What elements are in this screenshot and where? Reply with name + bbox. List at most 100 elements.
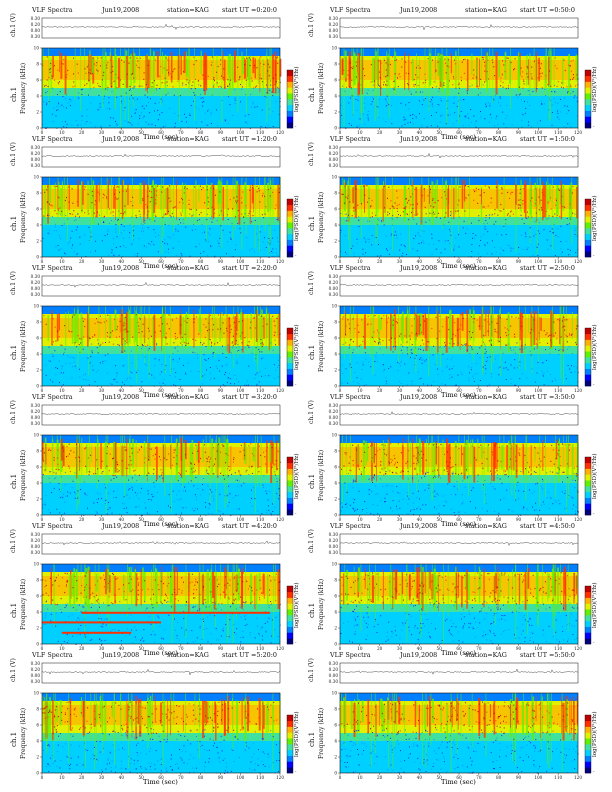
spectrogram-noise	[200, 342, 202, 344]
spectrogram-noise	[455, 384, 457, 386]
spectrogram-hot-pixel	[439, 330, 441, 332]
spectrogram-hot-pixel	[391, 461, 392, 463]
spectrogram-streak	[57, 443, 59, 472]
spectrogram-noise	[91, 350, 93, 352]
spectrogram-hot-pixel	[206, 457, 208, 459]
spectrogram-noise	[395, 346, 397, 347]
spectrogram-hot-pixel	[122, 324, 124, 326]
spectrogram-noise	[155, 236, 157, 238]
spectrogram-hot-pixel	[55, 468, 57, 470]
spectrogram-noise	[353, 381, 355, 383]
spectrogram-panel: VLF Spectra Jun19,2008 station=KAG start UT…	[306, 135, 606, 270]
spectrogram-noise	[111, 220, 112, 221]
spectrogram-noise	[159, 382, 161, 384]
spectrogram-streak	[176, 179, 177, 220]
spectrogram-hot-pixel	[538, 332, 540, 334]
spectrogram-hot-pixel	[500, 210, 502, 212]
spectrogram-noise	[444, 500, 446, 502]
spectrogram-hot-pixel	[460, 76, 462, 79]
spectrogram-hot-pixel	[72, 316, 73, 318]
spectrogram-noise	[172, 490, 174, 492]
spectrogram-hot-pixel	[108, 443, 110, 445]
spectrogram-hot-pixel	[480, 444, 482, 446]
spectrogram-noise	[189, 255, 191, 257]
spectrogram-noise	[407, 495, 409, 497]
spectrogram-hot-pixel	[530, 474, 532, 476]
spectrogram-streak	[60, 438, 63, 461]
spectrogram-noise	[109, 508, 111, 510]
spectrogram-hot-pixel	[243, 216, 244, 218]
spectrogram-hot-pixel	[411, 211, 412, 214]
x-tick-label: 110	[256, 259, 264, 263]
spectrogram-noise	[480, 239, 481, 241]
spectrogram-noise	[533, 235, 535, 237]
y-tick-label: 2	[36, 497, 39, 502]
spectrogram-hot-pixel	[211, 343, 212, 345]
spectrogram-hot-pixel	[526, 211, 528, 213]
spectrogram-noise	[576, 97, 578, 99]
spectrogram-hot-pixel	[227, 468, 229, 470]
spectrogram-noise	[141, 106, 143, 108]
spectrogram-hot-pixel	[387, 317, 389, 319]
spectrogram-noise	[75, 229, 77, 231]
spectrogram-hot-pixel	[528, 471, 530, 473]
spectrogram-burst	[120, 48, 121, 128]
spectrogram-noise	[555, 379, 557, 381]
spectrogram-hot-pixel	[455, 464, 457, 466]
spectrogram-hot-pixel	[441, 197, 443, 199]
spectrogram-noise	[549, 231, 551, 232]
x-tick-label: 120	[276, 388, 284, 392]
spectrogram-noise	[262, 241, 264, 243]
spectrogram-streak	[476, 60, 478, 86]
spectrogram-hot-pixel	[165, 57, 167, 59]
spectrogram-noise	[453, 343, 455, 345]
spectrogram-hot-pixel	[204, 336, 206, 339]
panel-header: VLF Spectra Jun19,2008 station=KAG start UT…	[32, 135, 302, 144]
spectrogram-streak	[575, 54, 578, 81]
spectrogram-streak	[135, 310, 137, 341]
spectrogram-streak	[105, 52, 107, 93]
spectrogram-noise	[504, 361, 506, 363]
spectrogram-noise	[355, 509, 357, 511]
station-label: station=KAG	[167, 6, 209, 14]
colorbar-segment	[287, 345, 293, 352]
spectrogram-hot-pixel	[125, 449, 127, 451]
spectrogram-burst	[128, 306, 129, 375]
spectrogram-burst	[537, 306, 539, 362]
spectrogram-noise	[400, 349, 402, 351]
spectrogram-noise	[143, 108, 145, 110]
spectrogram-hot-pixel	[527, 67, 529, 69]
spectrogram-hot-pixel	[429, 191, 431, 193]
spectrogram-hot-pixel	[409, 335, 411, 337]
spectrogram-noise	[469, 501, 471, 503]
spectrogram-hot-pixel	[489, 187, 490, 189]
spectrogram-burst	[173, 177, 174, 232]
spectrogram-noise	[490, 96, 492, 98]
spectrogram-hot-pixel	[486, 458, 488, 460]
spectrogram-hot-pixel	[46, 189, 48, 191]
spectrogram-streak	[426, 439, 427, 473]
spectrogram-hot-pixel	[551, 341, 553, 343]
spectrogram-streak	[248, 56, 250, 87]
spectrogram-hot-pixel	[48, 76, 50, 79]
spectrogram-noise	[354, 255, 356, 257]
spectrogram-noise	[163, 379, 165, 380]
spectrogram-noise	[165, 94, 167, 96]
spectrogram-streak	[375, 51, 377, 80]
spectrogram-hot-pixel	[172, 71, 174, 73]
spectrogram-noise	[407, 503, 409, 505]
spectrogram-hot-pixel	[348, 462, 350, 464]
spectrogram-noise	[480, 111, 481, 112]
spectrogram-hot-pixel	[383, 474, 385, 476]
spectrogram-hot-pixel	[465, 343, 467, 345]
spectrogram-hot-pixel	[95, 201, 97, 204]
spectrogram-noise	[42, 237, 44, 239]
spectrogram-noise	[221, 100, 223, 101]
spectrogram-hot-pixel	[121, 314, 123, 316]
spectrogram-hot-pixel	[106, 67, 108, 69]
spectrogram-noise	[219, 493, 221, 495]
y-tick-label: 0	[36, 384, 39, 389]
spectrogram-hot-pixel	[346, 452, 348, 454]
start-time-label: start UT =2:50:0	[520, 264, 575, 272]
spectrogram-noise	[485, 228, 487, 230]
